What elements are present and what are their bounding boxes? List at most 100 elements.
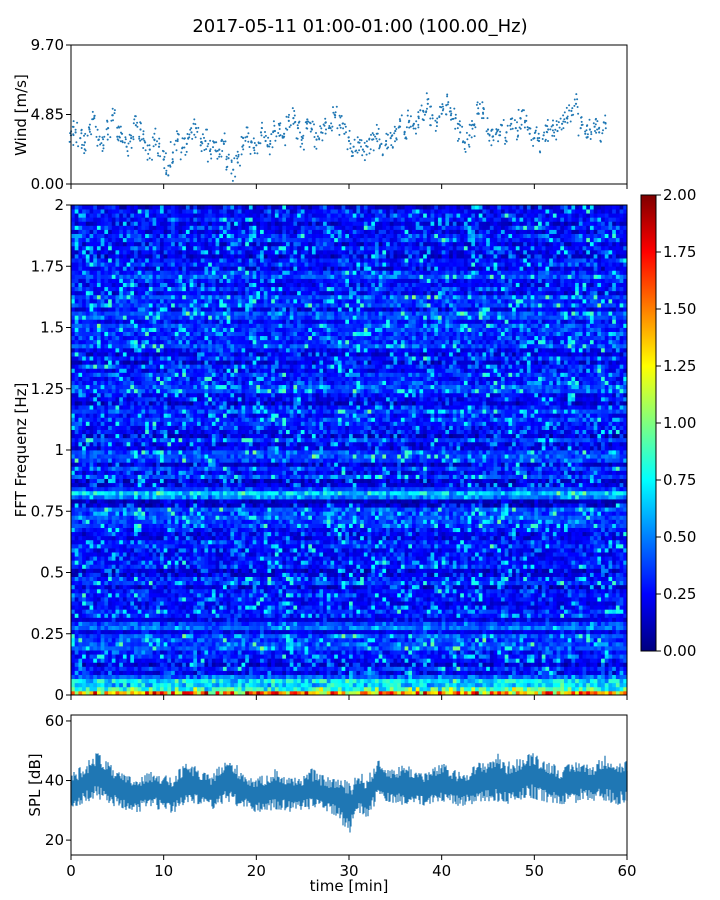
spectrogram-cell: [619, 690, 624, 696]
spectrogram-cell: [408, 674, 413, 680]
spectrogram-cell: [78, 637, 83, 643]
spectrogram-cell: [567, 666, 572, 671]
spectrogram-cell: [460, 605, 465, 610]
spectrogram-cell: [397, 588, 402, 594]
spectrogram-cell: [230, 633, 235, 639]
spectrogram-cell: [141, 580, 146, 586]
spectrogram-cell: [400, 629, 405, 635]
spectrogram-cell: [185, 584, 191, 590]
spectrogram-cell: [248, 617, 254, 622]
wind-point: [339, 126, 342, 129]
spectrogram-cell: [523, 613, 528, 618]
spectrogram-cell: [122, 654, 127, 659]
spectrogram-cell: [615, 690, 620, 696]
spectrogram-cell: [497, 633, 502, 639]
spectrogram-cell: [460, 588, 465, 594]
spectrogram-cell: [93, 597, 98, 602]
spectrogram-cell: [156, 637, 161, 643]
spectrogram-cell: [215, 601, 220, 606]
spectrogram-cell: [174, 588, 179, 594]
spectrogram-cell: [463, 637, 469, 643]
spectrogram-cell: [330, 678, 335, 684]
spectrogram-cell: [612, 650, 617, 655]
spectrogram-cell: [78, 605, 83, 610]
spectrogram-cell: [274, 654, 279, 659]
spectrogram-cell: [126, 625, 131, 631]
spectrogram-cell: [526, 654, 532, 659]
spectrogram-cell: [575, 592, 580, 598]
spectrogram-cell: [145, 613, 150, 618]
spectrogram-cell: [500, 662, 506, 667]
spectrogram-cell: [500, 678, 506, 684]
spectrogram-cell: [222, 601, 228, 606]
spectrogram-cell: [534, 678, 539, 684]
wind-point: [375, 137, 378, 140]
spectrogram-cell: [400, 605, 405, 610]
spectrogram-cell: [204, 580, 209, 586]
spectrogram-cell: [538, 597, 543, 602]
spectrogram-cell: [134, 686, 139, 692]
spectrogram-cell: [137, 609, 142, 614]
spectrogram-cell: [589, 682, 595, 688]
spectrogram-cell: [356, 646, 361, 651]
spectrogram-cell: [389, 617, 394, 622]
spectrogram-cell: [93, 682, 98, 688]
wind-point: [133, 118, 136, 121]
wind-point: [584, 130, 587, 133]
spectrogram-cell: [337, 609, 342, 614]
spectrogram-cell: [619, 658, 624, 663]
spectrogram-cell: [285, 601, 291, 606]
wind-point: [544, 138, 547, 141]
spectrogram-cell: [319, 588, 324, 594]
spectrogram-cell: [248, 609, 254, 614]
spectrogram-cell: [145, 682, 150, 688]
spectrogram-cell: [349, 597, 354, 602]
spectrogram-cell: [619, 637, 624, 643]
spectrogram-cell: [523, 637, 528, 643]
wind-point: [360, 145, 362, 148]
spectrogram-cell: [504, 666, 509, 671]
spectrogram-cell: [419, 613, 424, 618]
spectrogram-cell: [252, 588, 257, 594]
spectrogram-cell: [278, 662, 283, 667]
wind-point: [205, 148, 208, 151]
spectrogram-cell: [334, 621, 339, 626]
wind-point: [363, 150, 366, 153]
spectrogram-cell: [285, 650, 291, 655]
spectrogram-cell: [400, 621, 405, 626]
spectrogram-cell: [534, 617, 539, 622]
spectrogram-cell: [219, 601, 224, 606]
spectrogram-cell: [604, 613, 609, 618]
spectrogram-cell: [271, 650, 276, 655]
spectrogram-cell: [526, 584, 532, 590]
wind-point: [272, 120, 275, 123]
spectrogram-cell: [278, 654, 283, 659]
spectrogram-cell: [512, 609, 517, 614]
wind-point: [325, 128, 327, 131]
spectrogram-cell: [159, 646, 165, 651]
spectrogram-cell: [397, 678, 402, 684]
spectrogram-cell: [323, 625, 328, 631]
spectrogram-cell: [430, 613, 435, 618]
spectrogram-cell: [234, 580, 239, 586]
spectrogram-cell: [197, 592, 202, 598]
spectrogram-cell: [615, 617, 620, 622]
wind-point: [167, 174, 170, 177]
wind-point: [151, 158, 153, 161]
spectrogram-cell: [556, 690, 561, 696]
spectrogram-cell: [467, 650, 472, 655]
spectrogram-cell: [586, 666, 591, 671]
spectrogram-cell: [349, 601, 354, 606]
spectrogram-cell: [612, 592, 617, 598]
spectrogram-cell: [159, 605, 165, 610]
spectrogram-cell: [449, 662, 454, 667]
spectrogram-cell: [245, 650, 250, 655]
spectrogram-cell: [159, 621, 165, 626]
spectrogram-cell: [96, 588, 102, 594]
spectrogram-cell: [367, 597, 372, 602]
spectrogram-cell: [486, 658, 491, 663]
wind-point: [176, 139, 179, 143]
spectrogram-cell: [297, 678, 302, 684]
spectrogram-cell: [182, 609, 187, 614]
wind-point: [117, 139, 120, 142]
